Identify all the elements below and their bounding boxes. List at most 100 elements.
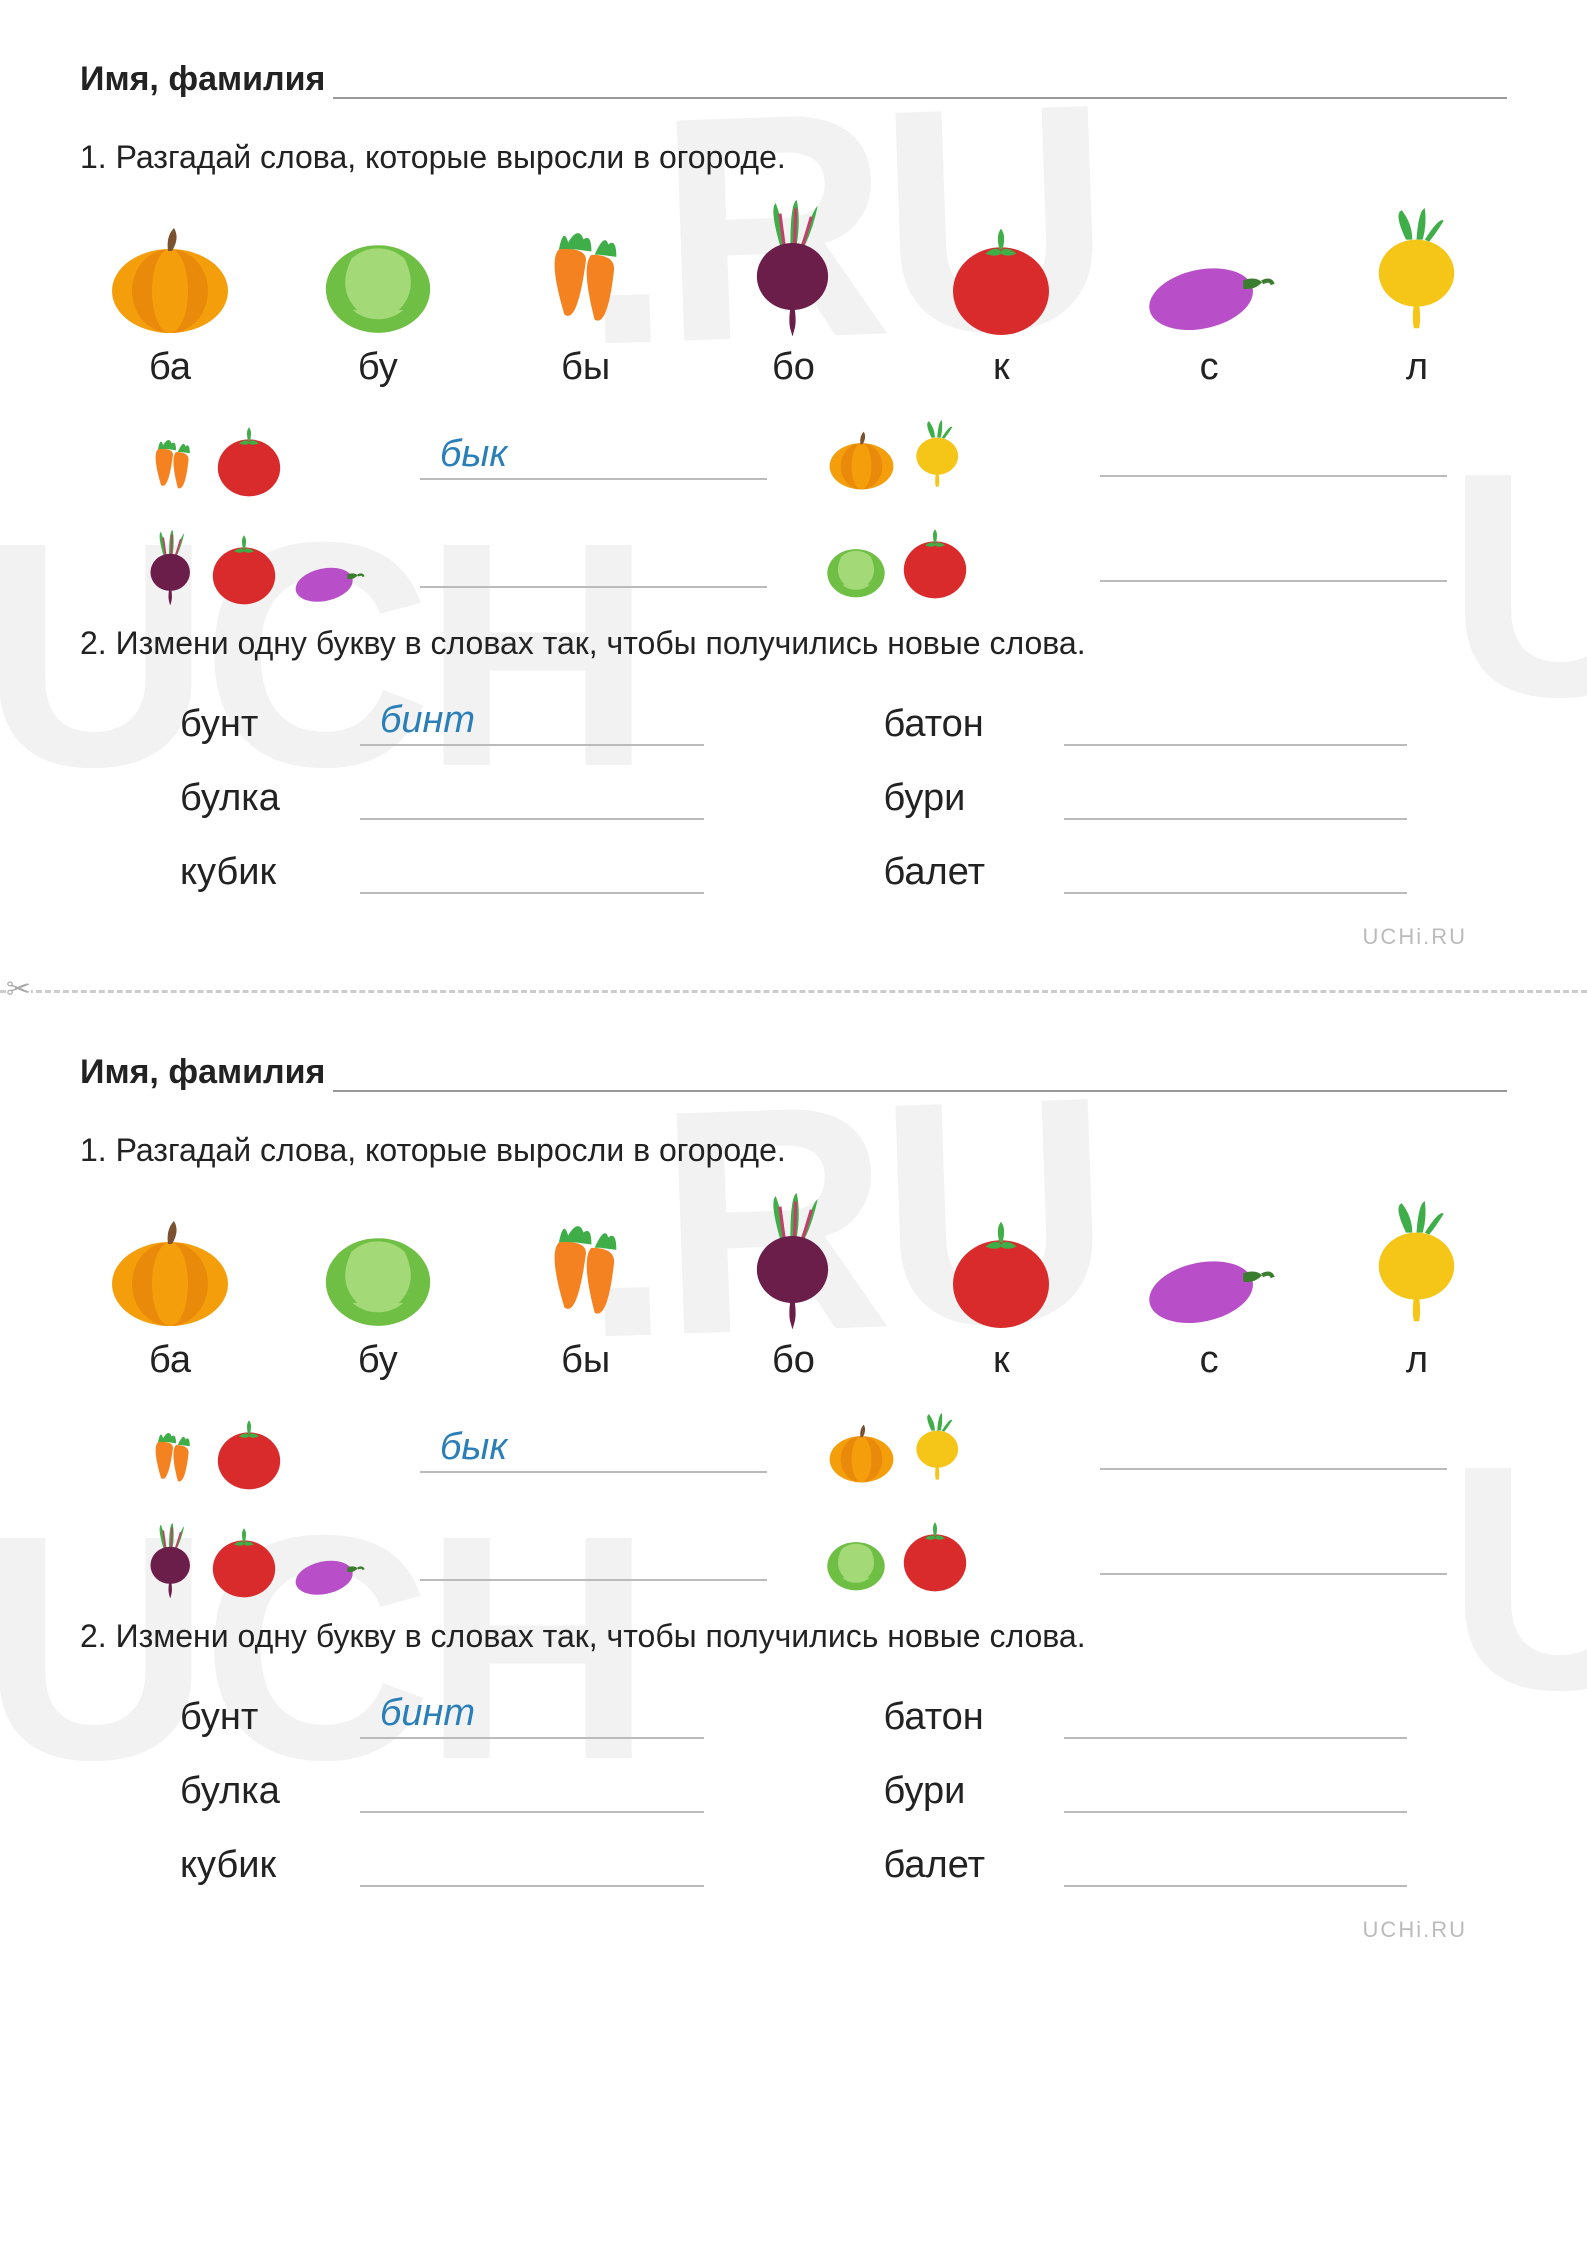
source-word: балет [884,851,1034,894]
task2-text: 2. Измени одну букву в словах так, чтобы… [80,625,1507,662]
tomato-icon [941,1209,1061,1329]
veg-label: к [993,346,1010,389]
veg-item-beet: бо [703,1189,883,1382]
answer-blank[interactable]: бык [420,436,767,480]
cabbage-icon [820,1526,892,1592]
task1-text: 1. Разгадай слова, которые выросли в ого… [80,1132,1507,1169]
word-row: батон [884,1695,1408,1739]
veg-label: л [1406,1339,1428,1382]
puzzle-answer-row: бык [140,1412,767,1490]
veg-item-turnip: л [1327,196,1507,389]
veg-label: ба [149,346,191,389]
word-row: балет [884,850,1408,894]
word-row: бури [884,776,1408,820]
eggplant-icon [287,1543,370,1598]
footer-brand: UCHi.RU [80,924,1507,960]
source-word: булка [180,777,330,820]
footer-brand: UCHi.RU [80,1917,1507,1953]
veg-item-carrot: бы [496,196,676,389]
puzzle-answer-row: бык [140,419,767,497]
name-input-line[interactable] [333,65,1507,99]
word-answer-blank[interactable] [1064,1769,1408,1813]
word-answer-blank[interactable]: бинт [360,702,704,746]
tomato-icon [896,521,974,599]
veg-item-eggplant: с [1119,196,1299,389]
veg-item-eggplant: с [1119,1189,1299,1382]
source-word: бури [884,1770,1034,1813]
icon-cluster [140,1520,400,1598]
eggplant-icon [1134,1229,1284,1329]
word-change-grid: бунт бинт батон булка бури [80,682,1507,924]
word-answer-blank[interactable] [360,850,704,894]
veg-label: ба [149,1339,191,1382]
cabbage-icon [820,533,892,599]
name-field-row: Имя, фамилия [80,60,1507,99]
veg-item-tomato: к [911,1189,1091,1382]
answer-blank[interactable]: бык [420,1429,767,1473]
source-word: балет [884,1844,1034,1887]
word-answer-blank[interactable] [360,776,704,820]
answer-blank[interactable] [1100,433,1447,477]
task2-text: 2. Измени одну букву в словах так, чтобы… [80,1618,1507,1655]
eggplant-icon [287,550,370,605]
beet-icon [140,1521,201,1598]
veg-item-pumpkin: ба [80,196,260,389]
turnip-icon [907,419,968,491]
pumpkin-icon [820,1418,903,1484]
word-row: кубик [180,1843,704,1887]
word-row: батон [884,702,1408,746]
eggplant-icon [1134,236,1284,336]
veg-item-pumpkin: ба [80,1189,260,1382]
source-word: бунт [180,703,330,746]
icon-cluster [140,419,400,497]
puzzle-answer-row [820,1412,1447,1484]
icon-cluster [820,521,1080,599]
tomato-icon [941,216,1061,336]
answer-blank[interactable] [1100,538,1447,582]
word-change-grid: бунт бинт батон булка бури [80,1675,1507,1917]
word-answer-blank[interactable]: бинт [360,1695,704,1739]
beet-icon [738,196,848,336]
veg-label: с [1200,1339,1219,1382]
puzzle-answer-row [140,1520,767,1598]
icon-cluster [820,1514,1080,1592]
source-word: бунт [180,1696,330,1739]
worksheet-page: .RU UCH U Имя, фамилия 1. Разгадай слова… [0,993,1587,1983]
tomato-icon [896,1514,974,1592]
icon-cluster [820,419,1080,491]
word-answer-blank[interactable] [1064,702,1408,746]
name-field-row: Имя, фамилия [80,1053,1507,1092]
puzzle-answers: бык [80,419,1507,605]
word-answer-blank[interactable] [360,1769,704,1813]
pumpkin-icon [820,425,903,491]
answer-blank[interactable] [420,544,767,588]
word-row: булка [180,776,704,820]
beet-icon [738,1189,848,1329]
word-answer-blank[interactable] [1064,1695,1408,1739]
pumpkin-icon [95,1209,245,1329]
carrot-icon [140,425,206,497]
answer-blank[interactable] [420,1537,767,1581]
veg-item-beet: бо [703,196,883,389]
puzzle-answer-row [820,521,1447,599]
word-answer-blank[interactable] [360,1843,704,1887]
veg-item-turnip: л [1327,1189,1507,1382]
name-input-line[interactable] [333,1058,1507,1092]
answer-blank[interactable] [1100,1531,1447,1575]
beet-icon [140,528,201,605]
veg-label: к [993,1339,1010,1382]
word-answer-blank[interactable] [1064,776,1408,820]
veg-label: бо [772,346,815,389]
word-answer-blank[interactable] [1064,1843,1408,1887]
puzzle-answer-row [820,1514,1447,1592]
icon-cluster [820,1412,1080,1484]
vegetable-key-row: ба бу бы бо к с [80,196,1507,389]
tomato-icon [210,1412,288,1490]
word-row: кубик [180,850,704,894]
tomato-icon [205,1520,283,1598]
answer-blank[interactable] [1100,1426,1447,1470]
name-label: Имя, фамилия [80,1053,325,1092]
source-word: батон [884,703,1034,746]
word-answer-blank[interactable] [1064,850,1408,894]
word-row: бунт бинт [180,702,704,746]
